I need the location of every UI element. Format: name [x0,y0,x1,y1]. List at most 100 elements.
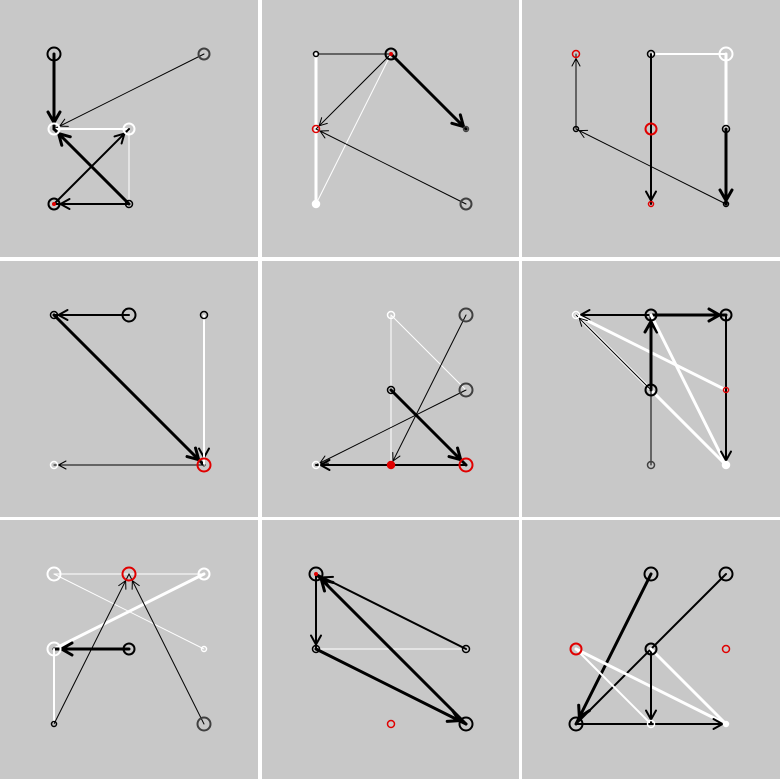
nodes [46,566,212,732]
edges [52,572,206,725]
node-1 [386,310,396,320]
node-3 [569,642,583,656]
arrowhead [319,130,330,139]
node-3 [461,644,471,654]
nodes [311,47,473,211]
edge-4 [314,647,468,726]
node-1 [46,566,62,582]
edge-6 [575,128,727,205]
node-3 [47,122,61,136]
node-2 [646,49,656,59]
edge-5 [315,53,392,205]
edges [574,307,732,467]
arrowhead [579,309,591,321]
node-2 [121,307,137,323]
node-marker [52,202,56,206]
node-5 [311,460,321,470]
edge-5 [314,572,468,726]
node-3 [199,310,209,320]
node-7 [646,719,656,729]
node-3 [719,308,733,322]
node-6 [568,716,584,732]
arrowhead [58,460,67,470]
diagram-panel-8 [262,520,519,779]
edge-5 [575,314,652,391]
nodes [568,566,734,732]
node-3 [197,567,211,581]
arrowhead [571,58,581,67]
diagram-panel-7 [0,520,258,779]
node-4 [46,641,62,657]
diagram-panel-6 [522,261,780,517]
diagram-panel-3 [522,0,780,257]
node-7 [647,200,655,208]
node-6 [721,124,731,134]
node-5 [644,122,658,136]
edges [52,309,210,470]
node-8 [196,716,212,732]
edge-8 [128,573,205,725]
node-2 [311,644,321,654]
arrowhead [720,450,732,462]
arrowhead [712,718,724,730]
diagram-panel-2 [262,0,519,257]
node-6 [386,460,396,470]
node-1 [49,310,59,320]
node-8 [722,200,730,208]
edge-7 [649,313,728,467]
node-6 [124,199,134,209]
node-4 [644,383,658,397]
node-marker [314,572,318,576]
node-1 [312,50,320,58]
arrowhead [310,634,322,646]
edge-2 [53,53,205,130]
arrowhead [450,113,466,129]
arrowhead [578,129,589,138]
nodes [46,46,211,211]
arrowhead [645,709,657,721]
arrowhead [578,317,588,327]
edge-1 [574,572,653,726]
diagram-panel-5 [262,261,519,517]
arrowhead [319,459,331,471]
edge-4 [389,388,468,467]
node-2 [644,308,658,322]
edges [574,572,728,730]
node-2 [718,566,734,582]
node-6 [459,197,473,211]
node-2 [384,47,398,61]
edges [310,572,468,726]
nodes [49,307,212,473]
node-4 [458,382,474,398]
node-6 [200,645,208,653]
nodes [308,566,474,732]
diagram-panel-1 [0,0,258,257]
node-4 [386,719,396,729]
node-1 [643,566,659,582]
node-8 [722,720,730,728]
edge-3 [575,648,652,725]
edges [314,52,468,206]
node-1 [308,566,324,582]
edge-4 [53,573,205,650]
edges [571,52,734,206]
node-4 [462,125,470,133]
diagram-panel-4 [0,261,258,517]
node-5 [721,644,731,654]
edge-6 [649,647,728,726]
node-2 [458,307,474,323]
edge-4 [389,52,468,131]
node-marker [389,52,393,56]
node-5 [722,386,730,394]
arrowhead [59,118,69,127]
edge-6 [315,128,467,205]
node-6 [646,460,656,470]
node-4 [572,125,580,133]
node-3 [311,124,321,134]
edges [315,314,468,471]
edge-5 [315,389,467,466]
diagram-panel-9 [522,520,780,779]
node-2 [197,47,211,61]
node-5 [196,457,212,473]
edge-2 [390,314,467,391]
